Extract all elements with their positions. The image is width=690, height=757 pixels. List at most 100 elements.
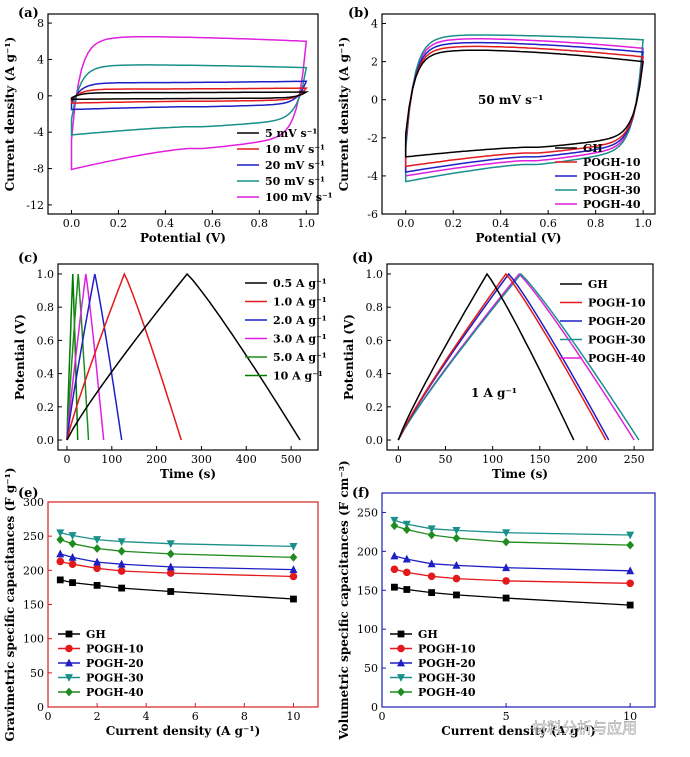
marker-diamond [502, 537, 510, 547]
marker-triangle-up [93, 557, 102, 566]
cv-loop-100-mV-s⁻¹ [70, 35, 308, 171]
y-tick-label: 0.2 [366, 401, 384, 414]
marker-triangle-up [289, 565, 298, 574]
marker-diamond [93, 544, 101, 553]
marker-triangle-up [166, 562, 175, 571]
watermark-text: 材料分析与应用 [532, 719, 637, 737]
marker-triangle-down [166, 540, 175, 549]
marker-triangle-up [452, 560, 461, 569]
x-tick-label: 500 [281, 453, 302, 466]
marker-triangle-up [402, 554, 411, 563]
y-tick-label: 1.0 [366, 268, 384, 281]
x-tick-label: 0.8 [251, 217, 269, 230]
marker-triangle-down [390, 516, 399, 525]
x-tick-label: 0 [45, 710, 52, 723]
marker-diamond [289, 552, 298, 562]
legend-entry: 10 mV s⁻¹ [265, 143, 325, 156]
y-axis-label: Current density (A g⁻¹) [3, 37, 17, 192]
x-tick-label: 6 [192, 710, 199, 723]
y-tick-label: 50 [364, 662, 378, 675]
marker-circle [427, 572, 436, 581]
marker-triangle-up [390, 551, 399, 560]
y-tick-label: 0.2 [37, 401, 55, 414]
legend-entry: POGH-40 [418, 686, 476, 699]
legend-entry: 3.0 A g⁻¹ [273, 333, 327, 346]
panel-label: (e) [18, 486, 39, 501]
marker-triangle-up [68, 552, 77, 561]
marker-diamond [390, 521, 399, 531]
marker-circle [452, 574, 461, 583]
legend-entry: POGH-20 [588, 315, 646, 328]
x-tick-label: 0.2 [444, 217, 462, 230]
x-axis-label: Current density (A g⁻¹) [106, 724, 261, 738]
gcd-curve-1.0-A-g⁻¹ [66, 272, 183, 441]
x-tick-label: 150 [529, 453, 550, 466]
x-tick-label: 0.0 [397, 217, 415, 230]
y-tick-label: 150 [23, 599, 44, 612]
plot-frame [386, 263, 654, 451]
gcd-curve-2.0-A-g⁻¹ [66, 273, 123, 441]
marker-square [93, 581, 101, 589]
y-tick-label: 0.0 [37, 434, 55, 447]
marker-triangle-up [65, 658, 73, 667]
rate-line-POGH-20 [60, 553, 294, 571]
x-tick-label: 8 [241, 710, 248, 723]
marker-diamond [68, 539, 77, 549]
cv-loop-5-mV-s⁻¹ [70, 91, 310, 101]
y-tick-label: -8 [33, 163, 44, 176]
y-axis-label: Volumetric specific capacitances (F cm⁻³… [337, 460, 351, 740]
legend-entry: 10 A g⁻¹ [273, 370, 323, 383]
legend-entry: POGH-30 [588, 334, 646, 347]
gcd-curve-GH [397, 272, 575, 441]
y-axis-label: Potential (V) [342, 314, 356, 400]
marker-diamond [65, 687, 73, 697]
scan-rate-annotation: 50 mV s⁻¹ [478, 93, 543, 107]
y-axis-label: Gravimetric specific capacitances (F g⁻¹… [3, 467, 17, 741]
legend-entry: POGH-10 [418, 643, 476, 656]
y-tick-label: 0.4 [366, 368, 384, 381]
x-tick-label: 1.0 [298, 217, 316, 230]
legend-entry: POGH-40 [86, 686, 144, 699]
marker-square [69, 579, 76, 587]
marker-square [290, 595, 297, 603]
y-axis-label: Current density (A g⁻¹) [337, 37, 351, 192]
marker-triangle-down [56, 529, 65, 538]
marker-triangle-down [402, 520, 411, 529]
y-tick-label: 2 [371, 56, 378, 69]
x-tick-label: 1.0 [634, 217, 652, 230]
x-tick-label: 0.2 [110, 217, 128, 230]
marker-circle [65, 644, 73, 653]
legend-entry: POGH-40 [588, 352, 646, 365]
marker-square [391, 583, 398, 591]
x-tick-label: 0 [63, 453, 70, 466]
legend-entry: POGH-10 [588, 297, 646, 310]
panel-0: 0.0 0.2 0.4 0.6 0.8 1.0 -12 -8 -4 0 4 8 Potential (V… [3, 6, 333, 245]
x-tick-label: 4 [143, 710, 150, 723]
y-tick-label: 200 [357, 545, 378, 558]
marker-triangle-down [117, 538, 126, 547]
marker-diamond [452, 533, 461, 543]
marker-triangle-down [68, 532, 77, 540]
marker-square [428, 589, 436, 597]
marker-square [56, 576, 64, 584]
y-tick-label: 0.8 [37, 301, 55, 314]
marker-square [167, 588, 175, 595]
panel-label: (f) [352, 486, 370, 501]
legend-entry: GH [86, 628, 106, 641]
legend-entry: POGH-20 [86, 657, 144, 670]
y-tick-label: 0 [37, 701, 44, 714]
marker-triangle-up [626, 566, 635, 575]
current-annotation: 1 A g⁻¹ [471, 386, 517, 400]
x-tick-label: 0.4 [157, 217, 175, 230]
legend-entry: GH [583, 142, 603, 155]
y-axis-label: Potential (V) [13, 314, 27, 400]
marker-triangle-down [502, 529, 511, 538]
legend-entry: 5 mV s⁻¹ [265, 127, 317, 140]
legend-entry: POGH-20 [583, 170, 641, 183]
marker-triangle-down [452, 526, 461, 535]
legend-entry: GH [418, 628, 438, 641]
marker-diamond [626, 540, 635, 550]
y-tick-label: 250 [23, 530, 44, 543]
